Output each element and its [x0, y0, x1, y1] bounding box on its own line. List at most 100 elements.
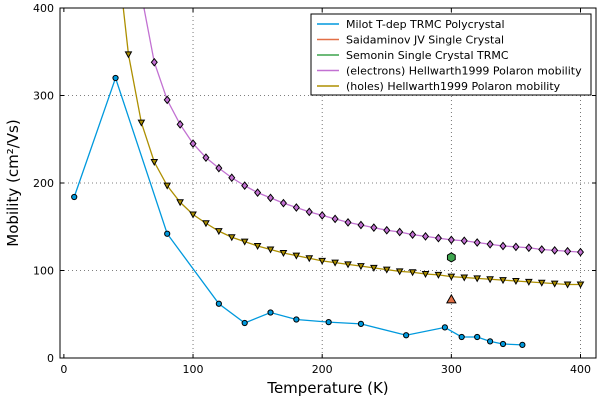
data-point — [383, 225, 391, 235]
data-point — [292, 252, 301, 260]
data-point — [305, 207, 313, 217]
data-point — [202, 220, 210, 228]
data-point — [240, 238, 249, 246]
legend-label: (holes) Hellwarth1999 Polaron mobility — [346, 80, 561, 93]
data-point — [499, 241, 507, 251]
data-point — [331, 259, 339, 267]
data-point — [267, 193, 275, 203]
data-point — [215, 163, 223, 173]
data-point — [163, 182, 172, 190]
data-point — [344, 217, 352, 227]
y-axis-label: Mobility (cm²/Vs) — [4, 119, 22, 246]
data-point — [434, 233, 442, 243]
data-point — [241, 319, 248, 327]
data-point — [357, 263, 365, 271]
data-point — [408, 269, 417, 277]
data-point — [266, 246, 275, 254]
legend-box — [310, 13, 592, 96]
data-point — [370, 264, 378, 272]
data-point — [474, 333, 481, 341]
data-point — [164, 230, 171, 237]
data-point — [537, 279, 546, 287]
data-point — [486, 276, 494, 284]
data-point — [357, 320, 365, 327]
tick-labels: 0 100 200 300 400 0 100 200 300 400 — [33, 2, 591, 376]
data-point — [421, 271, 430, 279]
data-point — [564, 246, 572, 256]
data-point — [512, 242, 520, 252]
data-point — [563, 281, 572, 289]
series-line — [73, 75, 523, 346]
data-point — [576, 247, 585, 257]
data-point — [189, 211, 197, 219]
y-tick-label: 100 — [33, 265, 54, 278]
y-tick-label: 400 — [33, 2, 54, 15]
x-tick-label: 300 — [441, 363, 462, 376]
data-point — [550, 280, 559, 288]
data-point — [150, 159, 159, 167]
data-point — [318, 257, 327, 265]
data-point — [137, 119, 146, 127]
data-point — [576, 281, 585, 289]
data-point — [241, 181, 249, 191]
data-point — [344, 261, 352, 269]
data-point — [473, 275, 482, 283]
data-point — [325, 319, 332, 326]
data-point — [215, 228, 223, 236]
data-point — [409, 230, 417, 240]
data-point — [150, 57, 158, 67]
data-point — [279, 250, 288, 258]
data-point — [551, 245, 559, 255]
legend-label: Saidaminov JV Single Crystal — [346, 34, 504, 47]
data-point — [396, 227, 404, 237]
legend-label: (electrons) Hellwarth1999 Polaron mobili… — [346, 65, 582, 78]
data-point — [445, 293, 457, 304]
axis-ticks — [60, 7, 596, 359]
data-point — [228, 173, 236, 183]
y-tick-label: 300 — [33, 90, 54, 103]
data-point — [446, 252, 456, 263]
data-point — [458, 333, 465, 341]
data-point — [176, 199, 184, 207]
data-point — [525, 243, 533, 253]
data-point — [124, 51, 133, 59]
data-point — [112, 74, 119, 82]
y-tick-label: 200 — [33, 177, 54, 190]
data-point — [486, 338, 494, 345]
x-tick-label: 200 — [312, 363, 333, 376]
data-point — [395, 268, 404, 276]
data-point — [447, 235, 455, 245]
data-point — [357, 220, 365, 230]
data-point — [473, 238, 481, 247]
data-point — [176, 119, 184, 129]
legend-label: Semonin Single Crystal TRMC — [346, 49, 509, 62]
data-point — [293, 316, 300, 323]
data-point — [318, 210, 326, 220]
data-point — [279, 198, 287, 208]
data-point — [519, 341, 526, 348]
data-point — [512, 278, 520, 286]
data-point — [460, 236, 468, 246]
data-point — [331, 214, 339, 224]
data-point — [524, 278, 533, 286]
y-tick-label: 0 — [47, 352, 54, 365]
data-point — [71, 193, 78, 201]
data-point — [538, 245, 546, 254]
data-point — [305, 255, 314, 263]
x-tick-label: 400 — [570, 363, 591, 376]
data-point — [499, 340, 507, 348]
data-point — [163, 95, 171, 105]
legend: Milot T-dep TRMC Polycrystal Saidaminov J… — [310, 13, 592, 96]
data-point — [227, 234, 236, 242]
data-point — [447, 273, 456, 281]
x-axis-label: Temperature (K) — [266, 379, 388, 397]
data-point — [434, 271, 443, 279]
data-point — [189, 139, 197, 149]
data-point — [460, 274, 469, 282]
data-point — [486, 239, 494, 249]
data-point — [292, 203, 300, 212]
data-point — [215, 300, 222, 307]
data-point — [267, 309, 274, 316]
data-point — [499, 277, 507, 285]
